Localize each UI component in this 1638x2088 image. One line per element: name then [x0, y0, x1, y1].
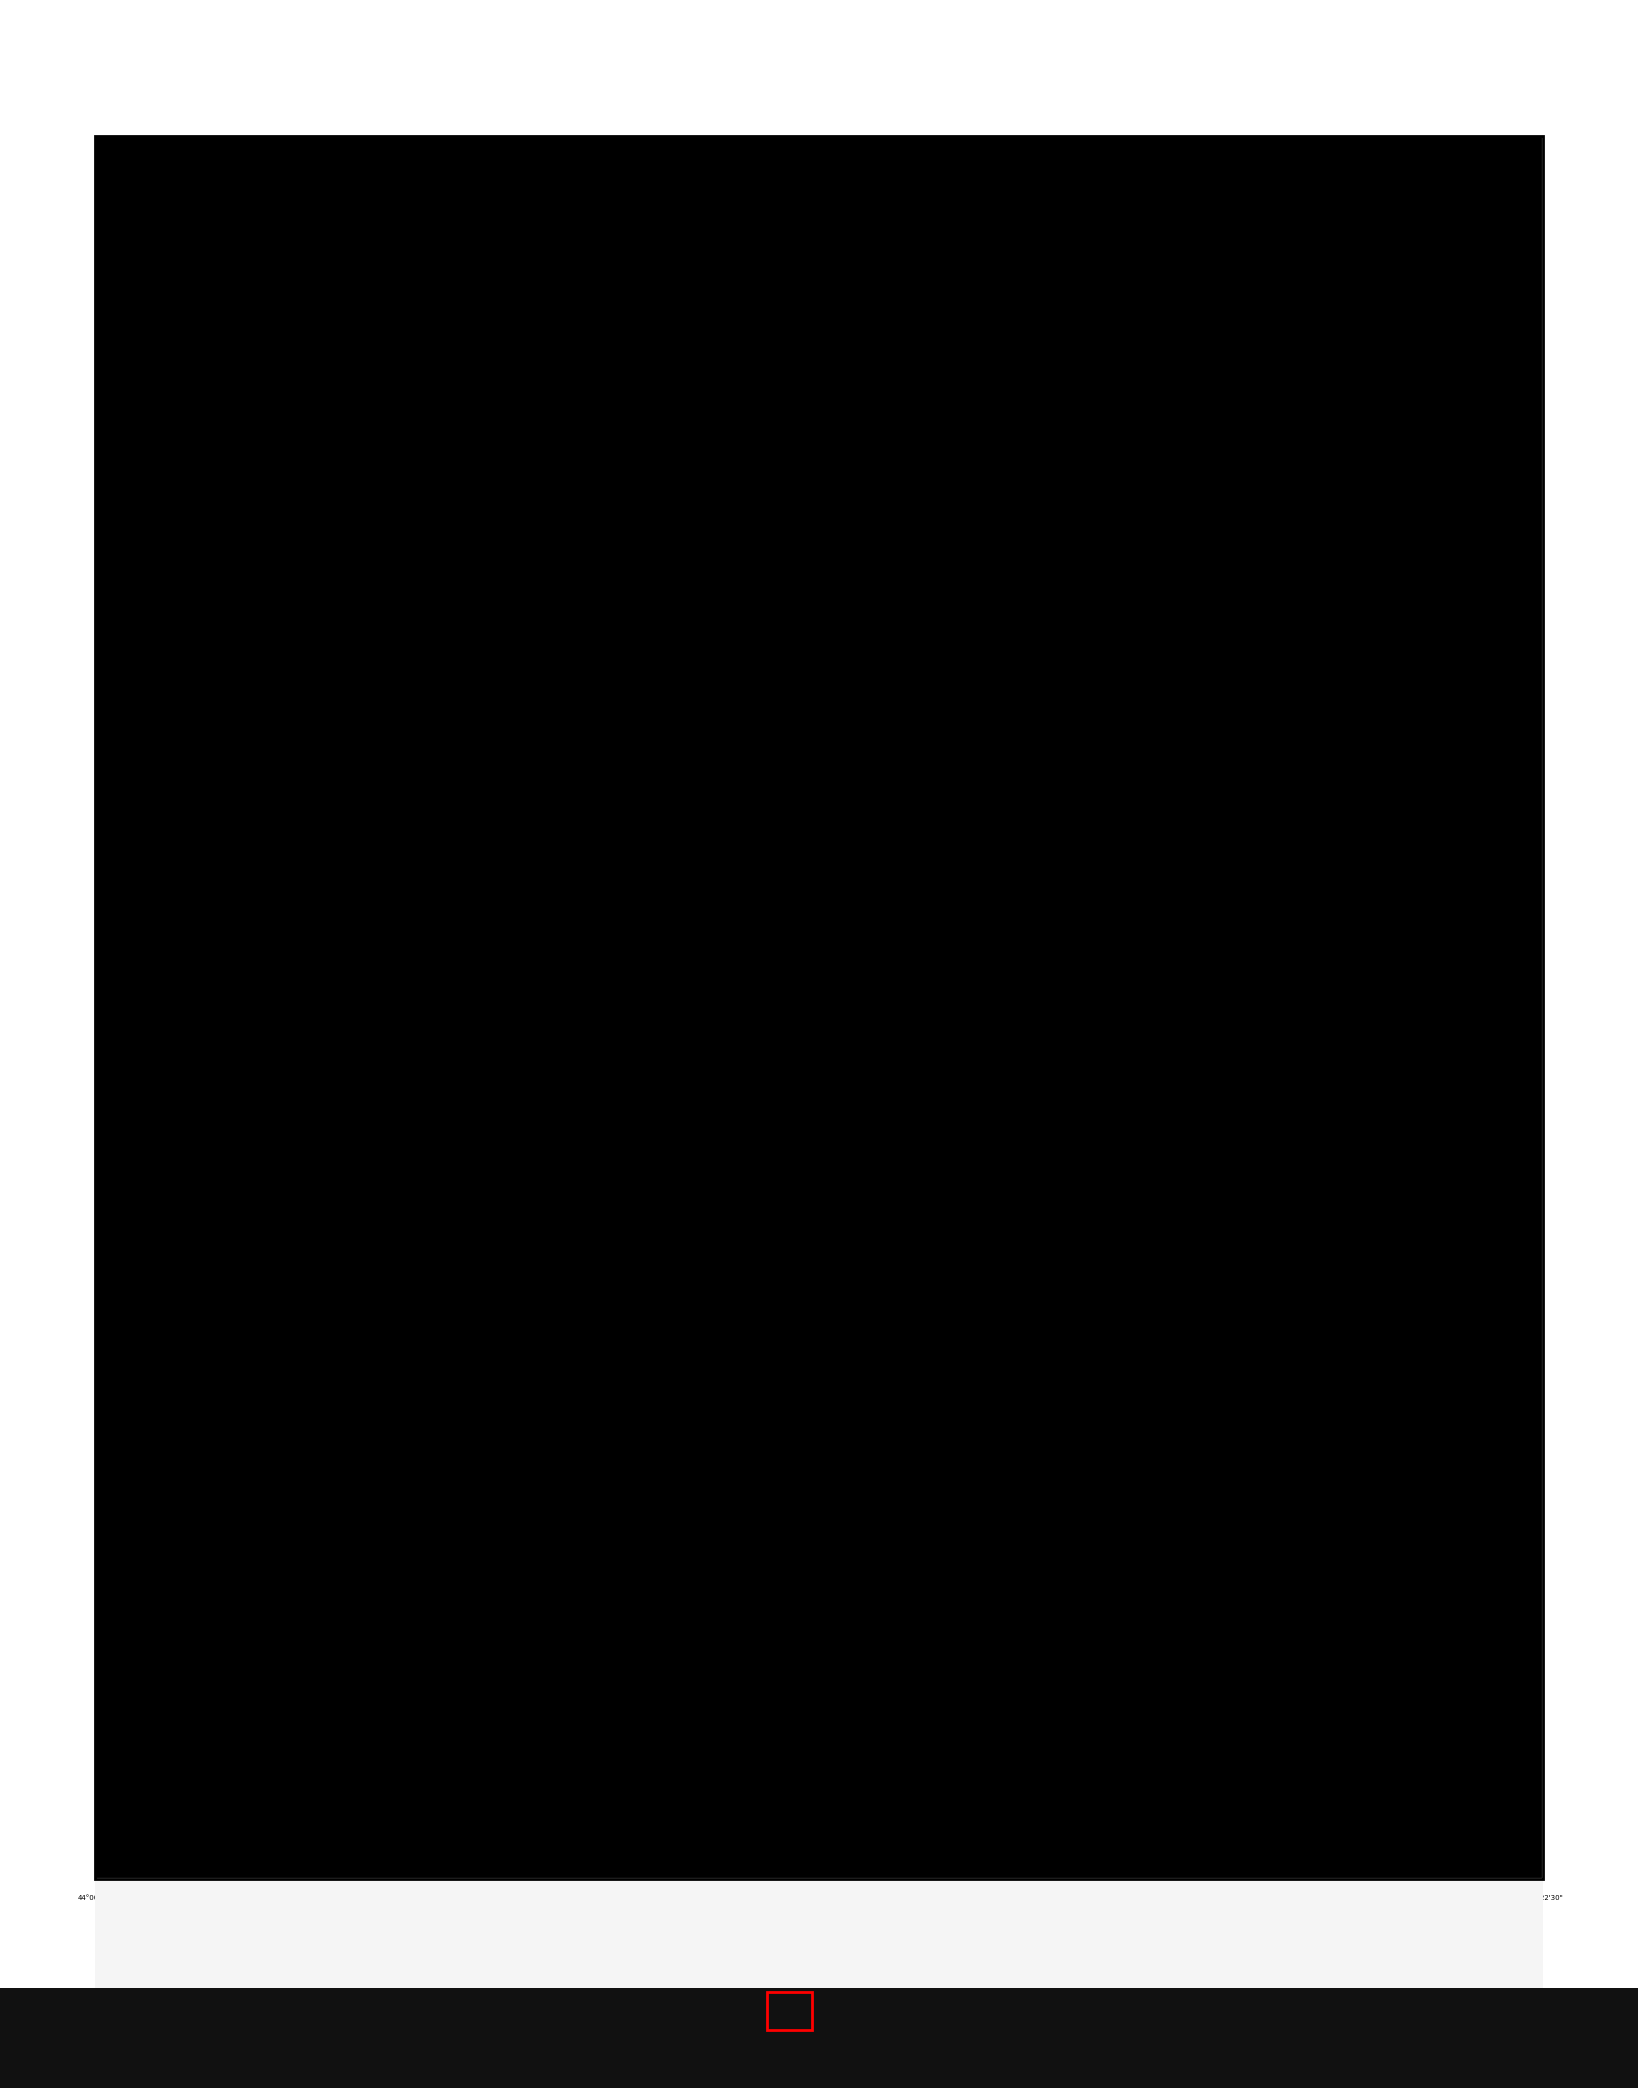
- Ellipse shape: [876, 1382, 906, 1399]
- Ellipse shape: [1312, 912, 1338, 929]
- Text: 44°07'30": 44°07'30": [77, 111, 113, 115]
- Text: INTERIOR
GRASSLAND: INTERIOR GRASSLAND: [768, 1000, 811, 1015]
- Bar: [755, 1921, 883, 1929]
- Text: Cranby Creek
Rec. Site: Cranby Creek Rec. Site: [971, 1228, 1014, 1240]
- Ellipse shape: [588, 739, 614, 754]
- Bar: [1011, 1921, 1137, 1929]
- Ellipse shape: [660, 1558, 688, 1574]
- Text: U.S. DEPARTMENT OF THE INTERIOR
U.S. GEOLOGICAL SURVEY: U.S. DEPARTMENT OF THE INTERIOR U.S. GEO…: [62, 65, 200, 84]
- Ellipse shape: [254, 1086, 283, 1102]
- Text: 44°00'00": 44°00'00": [77, 1896, 113, 1900]
- Ellipse shape: [342, 1434, 369, 1451]
- Bar: [501, 1921, 627, 1929]
- Text: 7.5-MINUTE SERIES: 7.5-MINUTE SERIES: [1302, 90, 1384, 100]
- Bar: [883, 1921, 1011, 1929]
- Text: North American Datum of 1983 (NAD 83): North American Datum of 1983 (NAD 83): [110, 1906, 239, 1911]
- Bar: [627, 1921, 755, 1929]
- Text: USGS: USGS: [108, 27, 154, 42]
- Text: 100°22'30": 100°22'30": [1523, 111, 1563, 115]
- Ellipse shape: [950, 388, 976, 405]
- Text: 100°22'30": 100°22'30": [1523, 1896, 1563, 1900]
- Text: SOUTH DAKOTA - JONES CO.: SOUTH DAKOTA - JONES CO.: [1281, 63, 1405, 73]
- Text: WEST OF STONY BUTTE QUADRANGLE: WEST OF STONY BUTTE QUADRANGLE: [1225, 29, 1461, 40]
- Text: ROAD CLASSIFICATION: ROAD CLASSIFICATION: [1417, 1888, 1514, 1896]
- Ellipse shape: [953, 860, 975, 875]
- Text: SCALE 1:24 000: SCALE 1:24 000: [776, 1894, 862, 1904]
- Ellipse shape: [634, 1261, 657, 1276]
- Text: MILES: MILES: [809, 1969, 829, 1975]
- Text: The National Map
US Topo: The National Map US Topo: [776, 38, 862, 58]
- Text: World Geodetic System of 1984 (WGS84). Projection and
1000-meter grid: Universal: World Geodetic System of 1984 (WGS84). P…: [110, 1921, 272, 1938]
- Text: KILOMETERS: KILOMETERS: [798, 1952, 840, 1959]
- Ellipse shape: [726, 332, 768, 357]
- Ellipse shape: [685, 509, 721, 530]
- Ellipse shape: [400, 1138, 428, 1155]
- Ellipse shape: [775, 998, 804, 1017]
- Ellipse shape: [1125, 1437, 1150, 1451]
- Text: Produced by the United States Geological Survey: Produced by the United States Geological…: [110, 1890, 282, 1896]
- Ellipse shape: [485, 912, 516, 929]
- Ellipse shape: [804, 616, 834, 633]
- Ellipse shape: [1024, 1121, 1050, 1138]
